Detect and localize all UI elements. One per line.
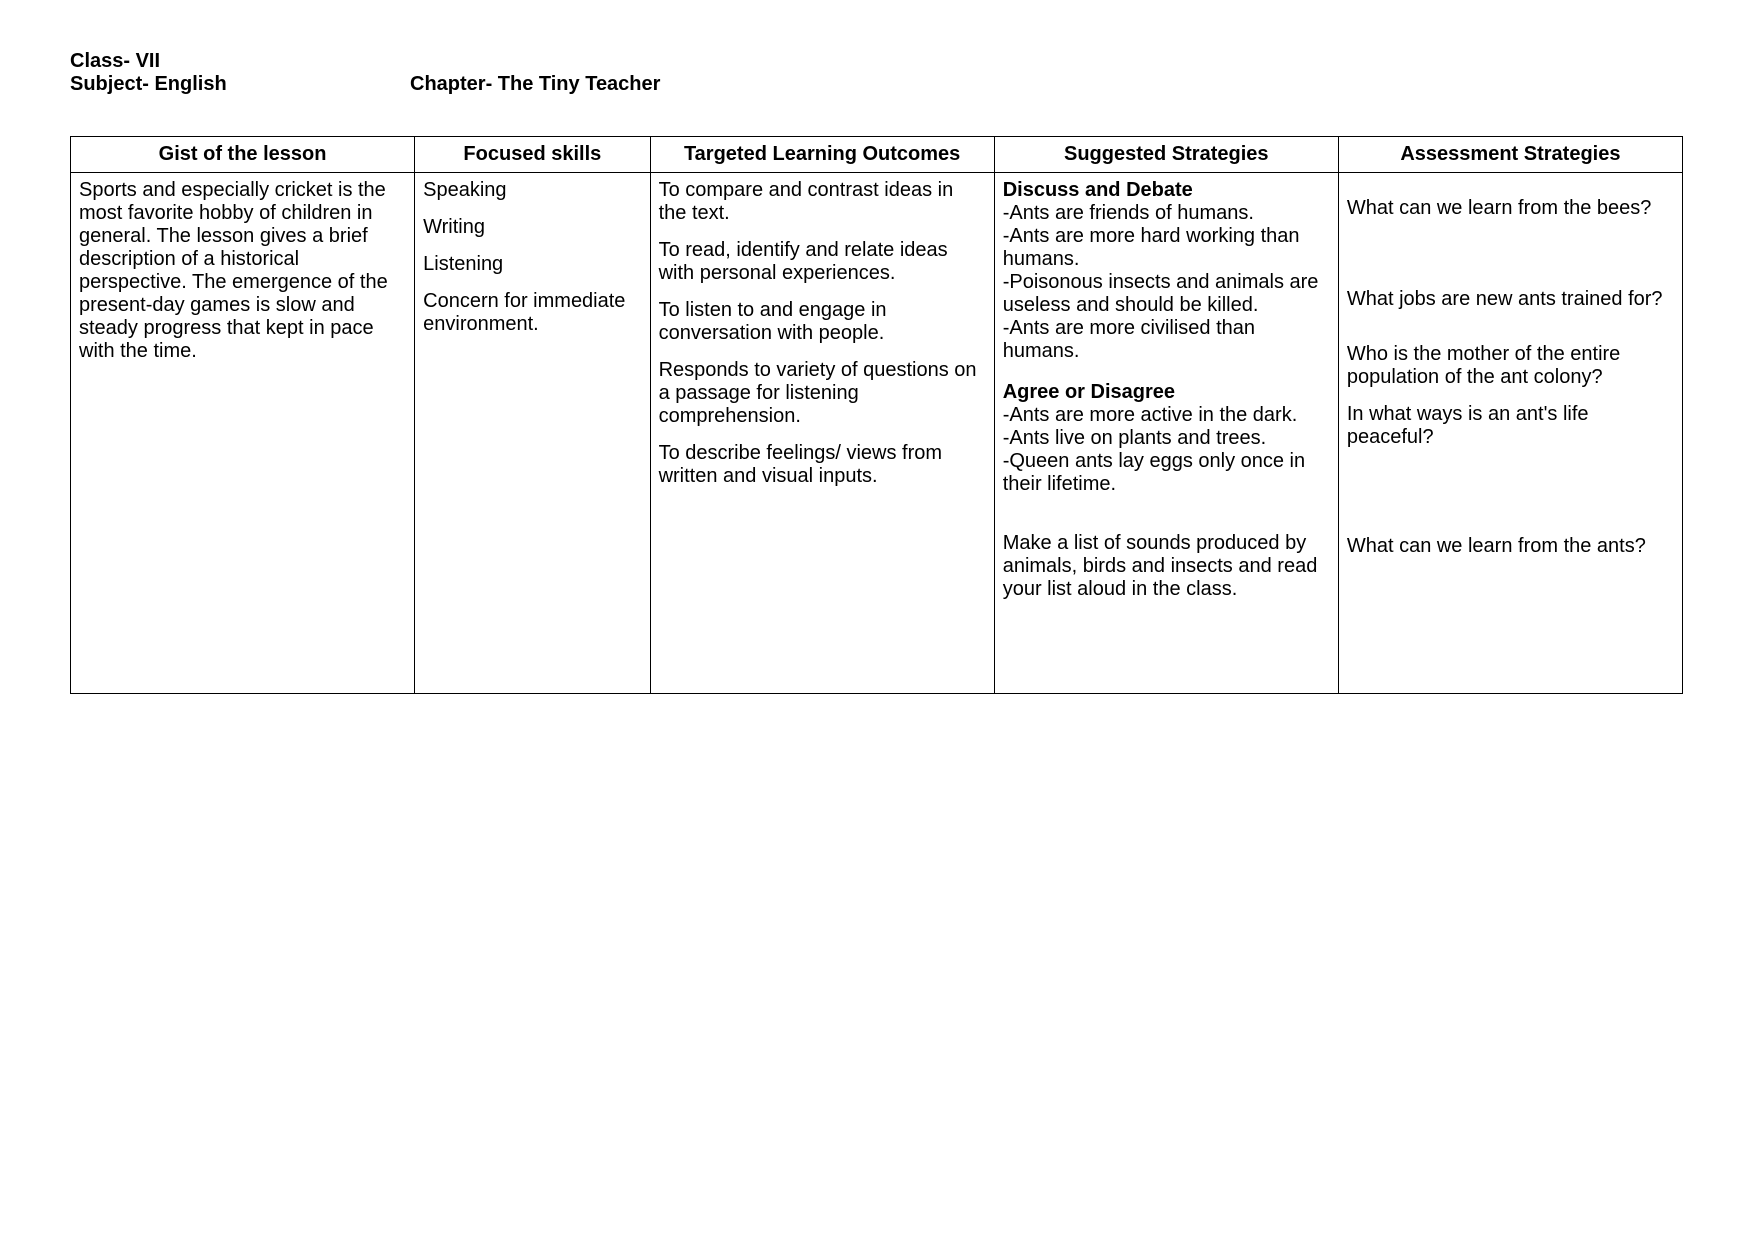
assessment-item: What can we learn from the ants? bbox=[1347, 535, 1674, 558]
cell-gist: Sports and especially cricket is the mos… bbox=[71, 173, 415, 694]
col-header-outcomes: Targeted Learning Outcomes bbox=[650, 137, 994, 173]
cell-strategies: Discuss and Debate -Ants are friends of … bbox=[994, 173, 1338, 694]
skill-item: Concern for immediate environment. bbox=[423, 290, 641, 336]
col-header-skills: Focused skills bbox=[415, 137, 650, 173]
skill-item: Writing bbox=[423, 216, 641, 239]
col-header-assessment: Assessment Strategies bbox=[1338, 137, 1682, 173]
col-header-strategies: Suggested Strategies bbox=[994, 137, 1338, 173]
discuss-item: -Poisonous insects and animals are usele… bbox=[1003, 271, 1330, 317]
agree-heading: Agree or Disagree bbox=[1003, 381, 1330, 404]
cell-assessment: What can we learn from the bees? What jo… bbox=[1338, 173, 1682, 694]
lesson-plan-table: Gist of the lesson Focused skills Target… bbox=[70, 136, 1683, 694]
assessment-item: In what ways is an ant's life peaceful? bbox=[1347, 403, 1674, 449]
discuss-item: -Ants are more hard working than humans. bbox=[1003, 225, 1330, 271]
skill-item: Listening bbox=[423, 253, 641, 276]
cell-outcomes: To compare and contrast ideas in the tex… bbox=[650, 173, 994, 694]
chapter-label: Chapter- The Tiny Teacher bbox=[410, 73, 660, 96]
outcome-item: To listen to and engage in conversation … bbox=[659, 299, 986, 345]
agree-item: -Queen ants lay eggs only once in their … bbox=[1003, 450, 1330, 496]
skill-item: Speaking bbox=[423, 179, 641, 202]
class-label: Class- VII bbox=[70, 50, 410, 73]
assessment-item: What jobs are new ants trained for? bbox=[1347, 288, 1674, 311]
col-header-gist: Gist of the lesson bbox=[71, 137, 415, 173]
outcome-item: To describe feelings/ views from written… bbox=[659, 442, 986, 488]
activity-text: Make a list of sounds produced by animal… bbox=[1003, 532, 1330, 601]
discuss-heading: Discuss and Debate bbox=[1003, 179, 1330, 202]
assessment-item: What can we learn from the bees? bbox=[1347, 197, 1674, 220]
document-header: Class- VII Subject- English Chapter- The… bbox=[70, 50, 1683, 96]
gist-text: Sports and especially cricket is the mos… bbox=[79, 179, 388, 362]
cell-skills: Speaking Writing Listening Concern for i… bbox=[415, 173, 650, 694]
outcome-item: Responds to variety of questions on a pa… bbox=[659, 359, 986, 428]
discuss-item: -Ants are friends of humans. bbox=[1003, 202, 1330, 225]
discuss-item: -Ants are more civilised than humans. bbox=[1003, 317, 1330, 363]
agree-item: -Ants live on plants and trees. bbox=[1003, 427, 1330, 450]
outcome-item: To read, identify and relate ideas with … bbox=[659, 239, 986, 285]
subject-label: Subject- English bbox=[70, 73, 410, 96]
agree-item: -Ants are more active in the dark. bbox=[1003, 404, 1330, 427]
table-row: Sports and especially cricket is the mos… bbox=[71, 173, 1683, 694]
table-header-row: Gist of the lesson Focused skills Target… bbox=[71, 137, 1683, 173]
assessment-item: Who is the mother of the entire populati… bbox=[1347, 343, 1674, 389]
outcome-item: To compare and contrast ideas in the tex… bbox=[659, 179, 986, 225]
